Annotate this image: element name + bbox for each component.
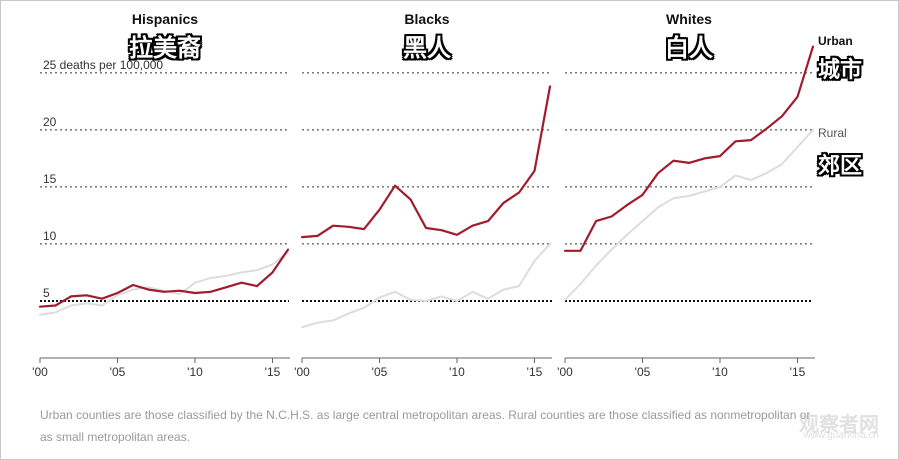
legend-urban-label: Urban [818, 34, 853, 48]
footnote: Urban counties are those classified by t… [40, 408, 811, 444]
series-line-hispanics-urban [38, 248, 290, 308]
panel-title-cn-blacks: 黑人 [403, 34, 451, 62]
panel-title-hispanics: Hispanics [131, 11, 199, 27]
legend-rural-label: Rural [818, 126, 847, 140]
panel-title-whites: Whites [666, 11, 712, 27]
series-line-whites-rural [564, 128, 814, 301]
x-tick-label: '15 [265, 365, 281, 379]
y-tick-label: 5 [43, 286, 50, 300]
y-tick-label: 15 [43, 172, 57, 186]
watermark-logo: 观察者网 [799, 412, 879, 436]
y-tick-label: 10 [43, 229, 57, 243]
legend-rural-cn-label: 郊区 [818, 154, 863, 179]
x-tick-label: '00 [32, 365, 48, 379]
x-tick-label: '15 [527, 365, 543, 379]
series-line-blacks-rural [301, 242, 551, 329]
legend-urban-cn-label: 城市 [818, 58, 863, 83]
series-line-hispanics-rural [39, 250, 289, 316]
y-tick-label: 20 [43, 115, 57, 129]
series-line-whites-urban [563, 45, 815, 252]
series-line-blacks-urban [300, 85, 552, 239]
x-tick-label: '05 [372, 365, 388, 379]
x-tick-label: '15 [790, 365, 806, 379]
watermark-url: www.guancha.cn [803, 430, 879, 441]
x-tick-label: '10 [449, 365, 465, 379]
y-tick-label: 25 deaths per 100,000 [43, 58, 163, 72]
x-tick-label: '00 [557, 365, 573, 379]
x-tick-label: '00 [294, 365, 310, 379]
x-tick-label: '05 [635, 365, 651, 379]
panel-title-cn-whites: 白人 [665, 34, 713, 62]
x-tick-label: '05 [110, 365, 126, 379]
panel-title-blacks: Blacks [404, 11, 450, 27]
panel-title-cn-hispanics: 拉美裔 [129, 34, 201, 62]
x-tick-label: '10 [712, 365, 728, 379]
x-tick-label: '10 [187, 365, 203, 379]
